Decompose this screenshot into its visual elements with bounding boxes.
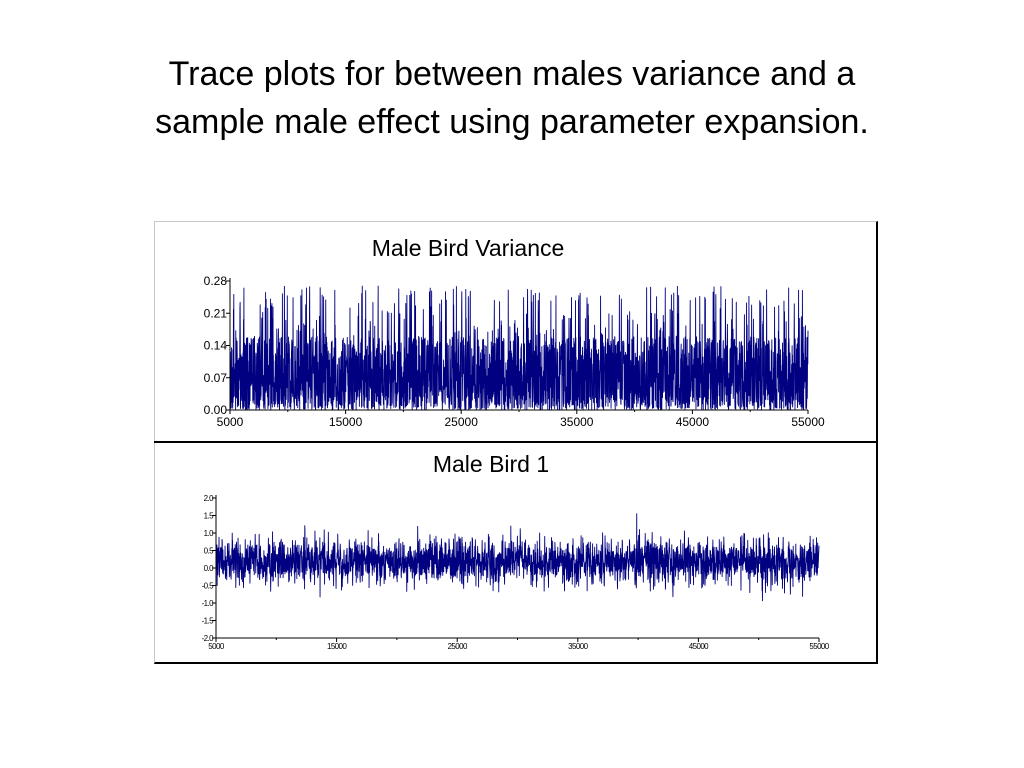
- y-tick-label: 0.21: [204, 306, 228, 320]
- variance-trace-chart: Male Bird Variance 0.00 0.07 0.14 0.21 0.28 50…: [204, 235, 825, 429]
- y-tick-label: 0.14: [204, 339, 228, 353]
- chart-title: Male Bird 1: [433, 451, 549, 477]
- x-tick-label: 15000: [329, 415, 363, 429]
- x-tick-label: 55000: [809, 642, 829, 651]
- y-tick-label: 0.5: [204, 547, 214, 556]
- y-tick-label: 0.0: [204, 564, 214, 573]
- slide-title-line-2: sample male effect using parameter expan…: [155, 103, 869, 141]
- trace-series-line: [229, 285, 809, 411]
- x-tick-label: 35000: [560, 415, 594, 429]
- x-tick-label: 45000: [676, 415, 710, 429]
- x-tick-label: 25000: [445, 415, 479, 429]
- x-tick-label: 55000: [791, 415, 825, 429]
- y-tick-label: -2.0: [202, 634, 215, 643]
- trace-series-line: [215, 513, 820, 602]
- x-tick-label: 5000: [217, 415, 244, 429]
- y-tick-label: 0.28: [204, 274, 228, 288]
- panel-divider: [154, 441, 878, 443]
- x-tick-label: 45000: [689, 642, 709, 651]
- y-tick-label: 2.0: [204, 494, 214, 503]
- slide-title-line-1: Trace plots for between males variance a…: [168, 55, 856, 93]
- y-tick-label: 1.0: [204, 529, 214, 538]
- chart-title: Male Bird Variance: [372, 235, 565, 261]
- y-tick-label: -1.0: [202, 599, 215, 608]
- x-tick-label: 35000: [568, 642, 588, 651]
- slide-title: Trace plots for between males variance a…: [0, 50, 1024, 146]
- y-tick-label: -1.5: [202, 617, 215, 626]
- axes: -2.0 -1.5 -1.0 -0.5 0.0 0.5 1.0 1.5 2.0 5000 15000…: [202, 494, 831, 651]
- y-tick-label: 1.5: [204, 512, 214, 521]
- axes: 0.00 0.07 0.14 0.21 0.28 5000 15000 25000 35000 4…: [204, 274, 825, 429]
- y-tick-label: 0.00: [204, 403, 228, 417]
- y-tick-label: -0.5: [202, 582, 215, 591]
- x-tick-label: 5000: [208, 642, 225, 651]
- x-tick-label: 15000: [327, 642, 347, 651]
- male-bird-1-trace-chart: Male Bird 1 -2.0 -1.5 -1.0 -0.5 0.0 0.5 1.0 1.5 2…: [202, 451, 831, 651]
- y-tick-label: 0.07: [204, 371, 228, 385]
- x-tick-label: 25000: [448, 642, 468, 651]
